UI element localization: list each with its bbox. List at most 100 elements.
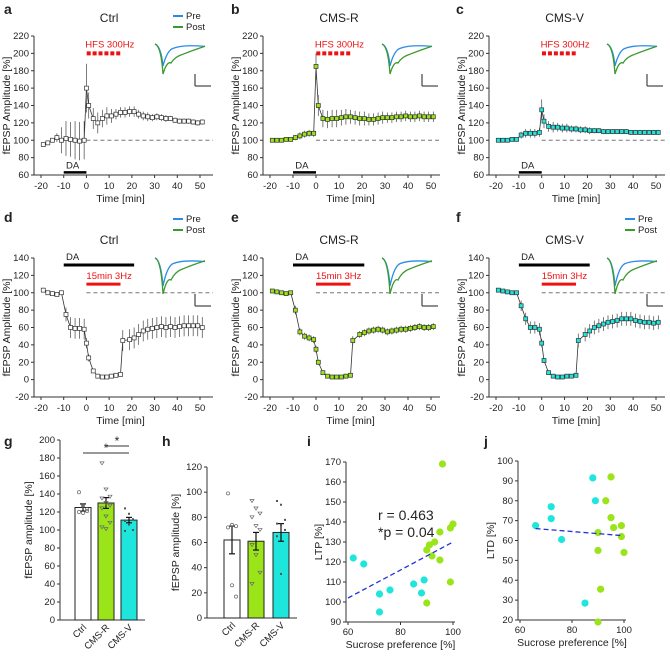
c-post-trace [606, 43, 658, 75]
e-x-tick-label: 30 [380, 403, 391, 414]
b-data-point [315, 103, 321, 108]
d-x-tick-label: -10 [57, 403, 71, 414]
e-data-point [412, 325, 418, 330]
j-point-cms-r [607, 514, 615, 522]
i-point-cms-v [375, 590, 384, 598]
b-data-point [352, 115, 358, 121]
d-data-point [136, 332, 142, 337]
i-y-tick-label: 110 [326, 577, 341, 588]
b-data-point [311, 130, 317, 136]
e-data-point [283, 291, 289, 296]
a-data-point [172, 117, 178, 123]
d-data-point [68, 325, 73, 330]
b-x-axis-label: Time [min] [326, 193, 375, 205]
b-y-tick-label: 220 [242, 31, 258, 42]
g-individual-point [77, 510, 81, 514]
i-y-tick-label: 100 [325, 597, 341, 608]
b-hfs-marker [328, 51, 333, 56]
f-x-axis-label: Time [min] [552, 415, 601, 427]
h-individual-point [276, 522, 278, 525]
g-y-tick-label: 0 [50, 615, 55, 626]
f-data-point [550, 373, 556, 379]
a-data-point [54, 135, 60, 140]
c-data-point [591, 128, 597, 134]
b-x-tick-label: 40 [403, 181, 414, 192]
c-title: CMS-V [545, 11, 584, 25]
a-data-point [136, 111, 142, 117]
c-data-point [637, 130, 643, 135]
j-point-cms-v [589, 474, 597, 482]
g-individual-point [77, 490, 81, 495]
b-x-tick-label: -10 [286, 181, 300, 192]
e-series-line [272, 290, 434, 378]
a-x-tick-label: 20 [127, 181, 138, 192]
g-individual-point [81, 510, 85, 515]
i-y-tick-label: 130 [325, 537, 341, 548]
g-category-label: CMS-V [106, 622, 136, 652]
b-data-point [361, 116, 367, 121]
c-hfs-marker [571, 51, 576, 56]
e-data-point [269, 288, 275, 294]
h-individual-point [249, 543, 255, 548]
f-legend-pre: Pre [638, 214, 653, 225]
b-data-point [297, 133, 303, 139]
i-y-axis-label: LTP [%] [313, 524, 325, 560]
b-y-tick-label: 80 [247, 153, 258, 164]
i-regression-line [347, 541, 454, 599]
f-x-tick-label: 30 [605, 403, 616, 414]
f-data-point [605, 319, 611, 325]
e-data-point [403, 326, 409, 332]
c-data-point [532, 130, 538, 136]
c-data-point [651, 130, 657, 135]
i-point-cms-v [417, 589, 426, 597]
c-data-point [578, 127, 583, 133]
b-y-tick-label: 160 [242, 83, 258, 94]
f-y-tick-label: 20 [473, 357, 484, 368]
e-data-point [394, 327, 399, 333]
a-data-point [168, 116, 173, 121]
a-y-tick-label: 100 [13, 135, 29, 146]
c-data-point [527, 130, 533, 136]
a-data-point [59, 137, 64, 143]
c-hfs-marker [559, 51, 564, 56]
c-x-tick-label: 30 [605, 181, 616, 192]
j-y-tick-label: 100 [497, 456, 513, 467]
f-title: CMS-V [545, 233, 584, 247]
c-data-point [569, 126, 574, 132]
e-data-point [297, 329, 303, 335]
h-individual-point [234, 594, 238, 599]
h-individual-point [226, 491, 230, 496]
b-data-point [426, 114, 432, 120]
d-data-point [40, 287, 46, 293]
d-data-point [95, 373, 101, 379]
b-y-tick-label: 180 [242, 66, 258, 77]
d-post-trace [154, 257, 206, 295]
j-point-cms-r [620, 548, 628, 557]
b-title: CMS-R [319, 11, 359, 25]
a-data-point [163, 116, 169, 121]
a-data-point [186, 118, 191, 124]
a-hfs-marker [92, 51, 97, 56]
c-y-tick-label: 200 [468, 48, 484, 59]
g-individual-point [103, 487, 109, 492]
e-x-tick-label: 10 [334, 403, 345, 414]
f-data-point [518, 303, 524, 309]
c-data-point [633, 130, 638, 135]
c-data-point [564, 125, 570, 131]
panel-letter-e: e [231, 209, 239, 225]
c-x-tick-label: 20 [582, 181, 593, 192]
a-data-point [84, 85, 89, 91]
f-data-point [575, 338, 581, 343]
d-x-tick-label: -20 [34, 403, 48, 414]
g-individual-point [99, 506, 105, 511]
f-data-point [646, 319, 652, 325]
a-y-tick-label: 140 [13, 101, 29, 112]
j-point-cms-v [591, 497, 600, 505]
d-x-tick-label: 0 [84, 403, 89, 414]
d-y-tick-label: 0 [24, 375, 29, 386]
i-point-cms-v [360, 560, 368, 568]
f-y-tick-label: -20 [470, 392, 484, 403]
b-series-line [272, 66, 434, 141]
panel-letter-j: j [483, 433, 488, 449]
b-y-tick-label: 200 [242, 48, 258, 59]
